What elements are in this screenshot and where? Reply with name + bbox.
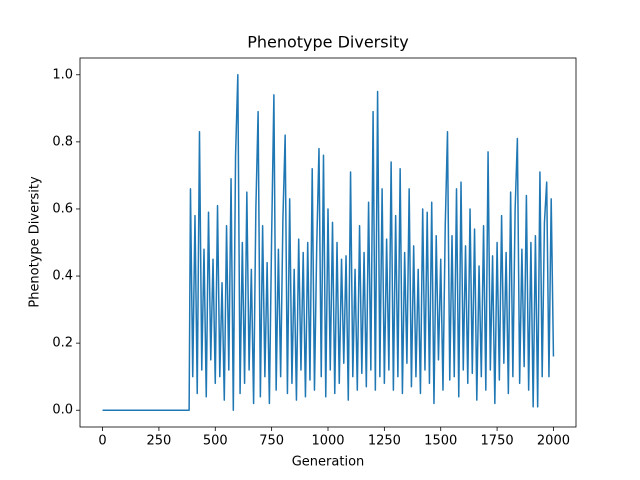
x-tick-label: 1250 (368, 434, 401, 449)
x-tick-label: 1500 (424, 434, 457, 449)
data-line (102, 74, 555, 411)
y-tick-label: 0.6 (52, 201, 73, 216)
y-axis-label: Phenotype Diversity (28, 176, 43, 308)
x-tick-label: 1750 (481, 434, 514, 449)
y-tick-label: 0.2 (52, 336, 73, 351)
x-tick-label: 0 (98, 434, 106, 449)
x-tick-label: 1000 (311, 434, 344, 449)
y-tick-label: 1.0 (52, 67, 73, 82)
x-axis-label: Generation (292, 455, 365, 470)
x-tick-label: 2000 (537, 434, 570, 449)
plot-frame (79, 57, 577, 428)
x-tick-label: 250 (146, 434, 171, 449)
chart-title: Phenotype Diversity (247, 33, 409, 52)
y-tick-label: 0.4 (52, 269, 73, 284)
y-tick-label: 0.0 (52, 403, 73, 418)
x-tick-label: 500 (203, 434, 228, 449)
y-tick-label: 0.8 (52, 134, 73, 149)
x-tick-label: 750 (259, 434, 284, 449)
